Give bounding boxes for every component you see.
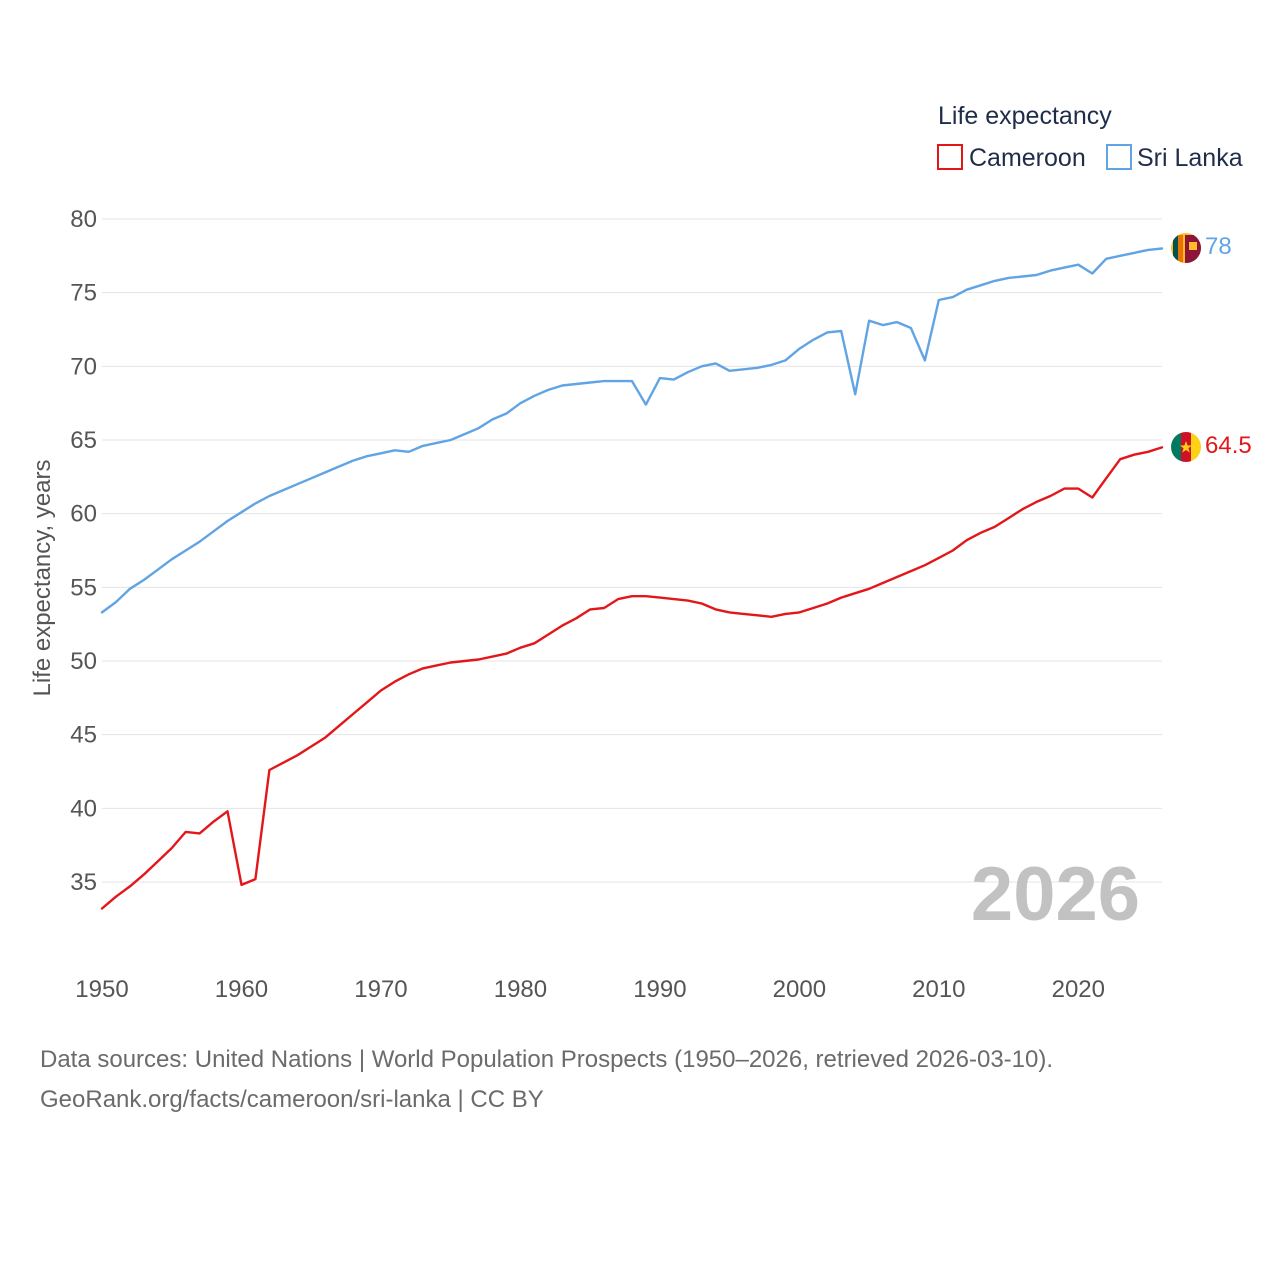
legend-item-cameroon[interactable]: Cameroon	[937, 144, 1086, 172]
year-label: 2026	[971, 852, 1140, 937]
y-axis-label: Life expectancy, years	[29, 459, 56, 696]
y-tick-label: 70	[70, 353, 97, 380]
y-tick-label: 35	[70, 869, 97, 896]
x-tick-label: 1990	[633, 976, 686, 1003]
y-tick-label: 40	[70, 795, 97, 822]
legend: Life expectancy Cameroon Sri Lanka	[937, 102, 1243, 172]
x-tick-label: 1960	[215, 976, 268, 1003]
y-tick-label: 80	[70, 206, 97, 233]
gridlines	[102, 218, 1162, 883]
series-line-cameroon	[100, 446, 1164, 910]
x-tick-label: 1950	[75, 976, 128, 1003]
x-tick-label: 1980	[494, 976, 547, 1003]
x-axis-ticks: 1950 1960 1970 1980 1990 2000 2010 2020	[75, 976, 1105, 1003]
y-tick-label: 75	[70, 280, 97, 307]
legend-label-sri-lanka: Sri Lanka	[1137, 144, 1243, 172]
series-line-sri-lanka	[100, 247, 1164, 614]
y-axis-ticks: 35 40 45 50 55 60 65 70 75 80	[70, 206, 97, 896]
y-tick-label: 60	[70, 501, 97, 528]
legend-swatch-cameroon	[937, 144, 963, 170]
legend-item-sri-lanka[interactable]: Sri Lanka	[1106, 144, 1243, 172]
footer-link[interactable]: GeoRank.org/facts/cameroon/sri-lanka | C…	[40, 1086, 544, 1113]
legend-swatch-sri-lanka	[1106, 144, 1132, 170]
footer-sources: Data sources: United Nations | World Pop…	[40, 1046, 1054, 1073]
y-tick-label: 55	[70, 574, 97, 601]
x-tick-label: 2000	[773, 976, 826, 1003]
legend-label-cameroon: Cameroon	[969, 144, 1086, 172]
series-lines	[100, 247, 1164, 910]
sri-lanka-flag-icon	[1171, 233, 1201, 263]
x-tick-label: 1970	[354, 976, 407, 1003]
y-tick-label: 50	[70, 648, 97, 675]
end-value-cameroon: 64.5	[1205, 432, 1252, 459]
x-tick-label: 2010	[912, 976, 965, 1003]
y-tick-label: 45	[70, 722, 97, 749]
cameroon-flag-icon	[1171, 432, 1201, 462]
legend-title: Life expectancy	[938, 102, 1112, 130]
end-value-sri-lanka: 78	[1205, 233, 1232, 260]
y-tick-label: 65	[70, 427, 97, 454]
x-tick-label: 2020	[1052, 976, 1105, 1003]
